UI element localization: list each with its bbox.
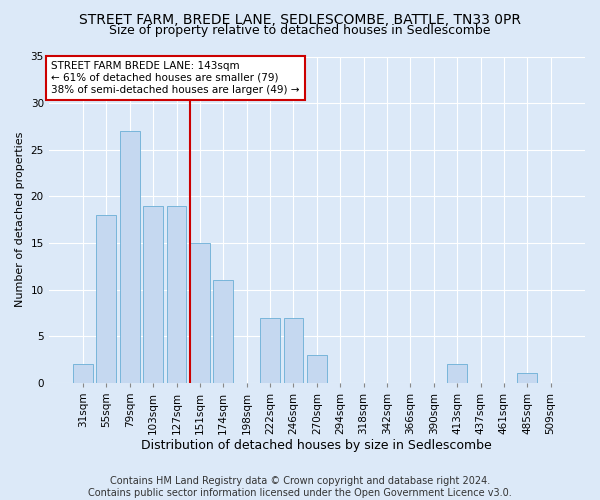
Bar	[517, 374, 537, 383]
X-axis label: Distribution of detached houses by size in Sedlescombe: Distribution of detached houses by size …	[142, 440, 492, 452]
Text: STREET FARM BREDE LANE: 143sqm
← 61% of detached houses are smaller (79)
38% of : STREET FARM BREDE LANE: 143sqm ← 61% of …	[52, 62, 300, 94]
Text: Contains HM Land Registry data © Crown copyright and database right 2024.
Contai: Contains HM Land Registry data © Crown c…	[88, 476, 512, 498]
Bar	[214, 280, 233, 383]
Bar	[190, 243, 210, 383]
Bar	[73, 364, 93, 383]
Y-axis label: Number of detached properties: Number of detached properties	[15, 132, 25, 308]
Bar	[120, 131, 140, 383]
Bar	[447, 364, 467, 383]
Text: Size of property relative to detached houses in Sedlescombe: Size of property relative to detached ho…	[109, 24, 491, 37]
Bar	[284, 318, 304, 383]
Bar	[97, 215, 116, 383]
Bar	[167, 206, 187, 383]
Bar	[143, 206, 163, 383]
Bar	[260, 318, 280, 383]
Text: STREET FARM, BREDE LANE, SEDLESCOMBE, BATTLE, TN33 0PR: STREET FARM, BREDE LANE, SEDLESCOMBE, BA…	[79, 12, 521, 26]
Bar	[307, 355, 327, 383]
